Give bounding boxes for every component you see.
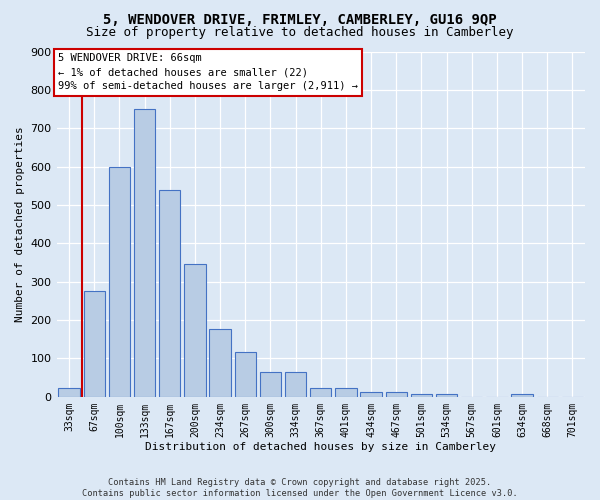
Text: Contains HM Land Registry data © Crown copyright and database right 2025.
Contai: Contains HM Land Registry data © Crown c…: [82, 478, 518, 498]
X-axis label: Distribution of detached houses by size in Camberley: Distribution of detached houses by size …: [145, 442, 496, 452]
Text: 5 WENDOVER DRIVE: 66sqm
← 1% of detached houses are smaller (22)
99% of semi-det: 5 WENDOVER DRIVE: 66sqm ← 1% of detached…: [58, 54, 358, 92]
Bar: [310, 388, 331, 397]
Bar: [386, 392, 407, 397]
Bar: [411, 394, 432, 397]
Bar: [335, 388, 356, 397]
Bar: [260, 372, 281, 397]
Bar: [83, 292, 105, 397]
Text: Size of property relative to detached houses in Camberley: Size of property relative to detached ho…: [86, 26, 514, 39]
Bar: [159, 190, 181, 397]
Bar: [511, 394, 533, 397]
Bar: [285, 372, 307, 397]
Y-axis label: Number of detached properties: Number of detached properties: [15, 126, 25, 322]
Bar: [134, 109, 155, 397]
Bar: [58, 388, 80, 397]
Bar: [209, 328, 231, 397]
Bar: [436, 394, 457, 397]
Bar: [361, 392, 382, 397]
Text: 5, WENDOVER DRIVE, FRIMLEY, CAMBERLEY, GU16 9QP: 5, WENDOVER DRIVE, FRIMLEY, CAMBERLEY, G…: [103, 12, 497, 26]
Bar: [235, 352, 256, 397]
Bar: [184, 264, 206, 397]
Bar: [109, 166, 130, 397]
